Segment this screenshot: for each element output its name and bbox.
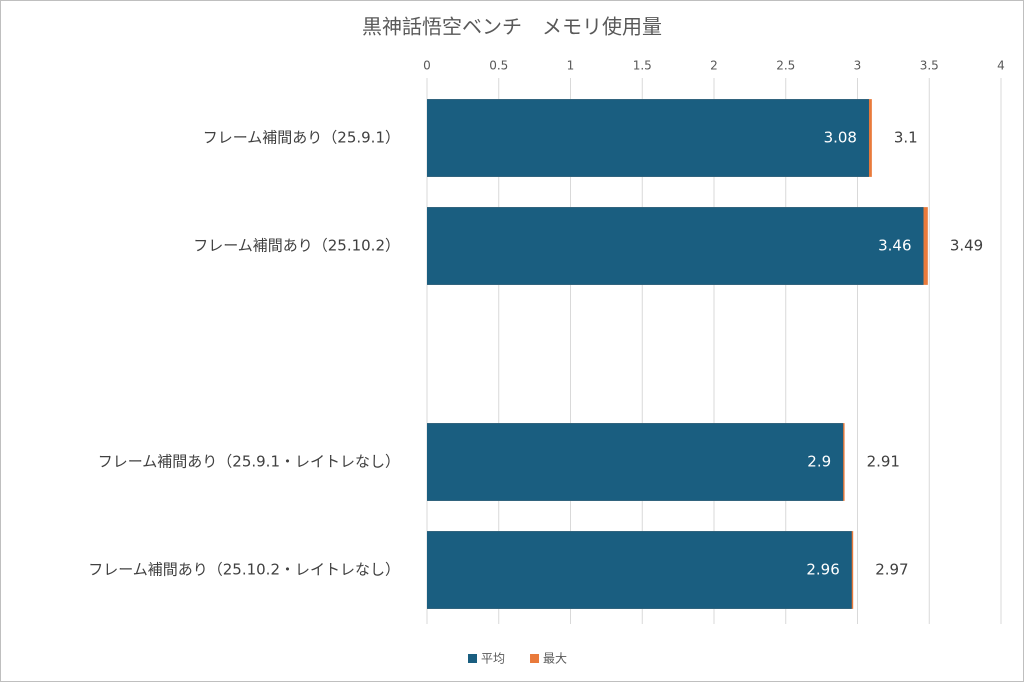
y-tick-label: フレーム補間あり（25.10.2・レイトレなし） [88, 561, 400, 579]
data-label: 3.08 [824, 129, 857, 147]
chart-title: 黒神話悟空ベンチ メモリ使用量 [362, 15, 662, 39]
data-label: 2.97 [875, 561, 908, 579]
bar [427, 423, 844, 501]
data-label: 3.49 [950, 237, 983, 255]
x-tick-label: 2.5 [776, 59, 795, 73]
y-tick-label: フレーム補間あり（25.10.2） [193, 237, 400, 255]
data-label: 2.96 [806, 561, 839, 579]
bar [427, 531, 852, 609]
y-tick-label: フレーム補間あり（25.9.1・レイトレなし） [98, 453, 400, 471]
x-tick-label: 0 [423, 59, 431, 73]
bar [427, 99, 869, 177]
data-label: 2.9 [807, 453, 831, 471]
legend-label: 平均 [481, 652, 505, 666]
y-tick-label: フレーム補間あり（25.9.1） [203, 129, 400, 147]
x-tick-label: 3 [854, 59, 862, 73]
data-label: 2.91 [867, 453, 900, 471]
x-tick-label: 2 [710, 59, 718, 73]
legend-label: 最大 [543, 652, 567, 666]
x-tick-label: 1.5 [633, 59, 652, 73]
legend-swatch [530, 654, 540, 663]
data-label: 3.46 [878, 237, 911, 255]
x-tick-label: 4 [997, 59, 1005, 73]
data-label: 3.1 [894, 129, 918, 147]
x-tick-label: 1 [567, 59, 575, 73]
x-tick-label: 3.5 [920, 59, 939, 73]
x-tick-label: 0.5 [489, 59, 508, 73]
bar [427, 207, 924, 285]
legend-swatch [468, 654, 477, 663]
